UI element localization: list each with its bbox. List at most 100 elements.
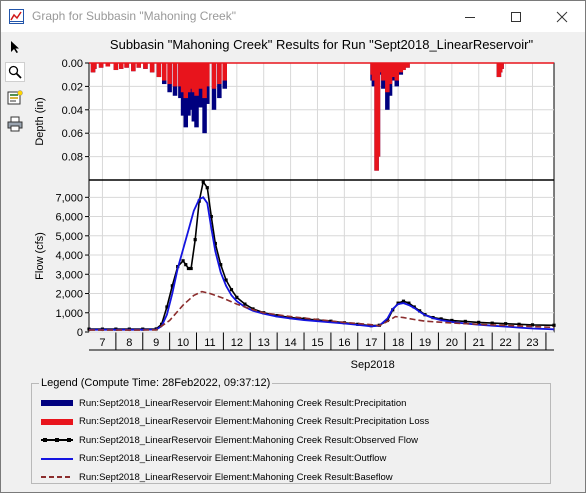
x-tick-label: 18 [392,337,404,349]
legend-swatch [41,457,73,460]
observed-flow-marker [170,284,174,288]
legend-label: Run:Sept2018_LinearReservoir Element:Mah… [79,471,393,483]
observed-flow-marker [517,322,521,326]
x-tick-label: 14 [284,337,296,349]
precipitation-loss-bar [394,63,400,81]
x-tick-label: 9 [153,337,159,349]
precipitation-loss-bar [398,63,404,73]
precipitation-loss-bar [217,63,222,85]
plot-area: Subbasin "Mahoning Creek" Results for Ru… [29,32,585,492]
flow-ytick-label: 1,000 [55,308,83,320]
observed-flow-marker [229,288,234,292]
observed-flow-marker [193,238,197,242]
x-tick-label: 8 [126,337,132,349]
precipitation-loss-bar [143,63,148,69]
baseflow-line [89,290,555,331]
maximize-icon [511,11,521,22]
legend-label: Run:Sept2018_LinearReservoir Element:Mah… [79,453,387,464]
observed-flow-marker [477,320,481,324]
zoom-icon [8,65,22,79]
minimize-button[interactable] [447,1,493,32]
results-chart: Subbasin "Mahoning Creek" Results for Ru… [34,37,556,371]
flow-panel [88,179,555,333]
precipitation-loss-bar [405,63,410,68]
close-button[interactable] [539,1,585,32]
precipitation-loss-bar [131,63,136,72]
flow-ytick-label: 3,000 [55,269,83,281]
observed-flow-marker [224,278,228,282]
observed-flow-marker [329,319,333,323]
precipitation-loss-bar [191,63,197,93]
precipitation-loss-bar [499,63,504,69]
chart-title: Subbasin "Mahoning Creek" Results for Ru… [110,37,534,52]
x-tick-label: 7 [99,337,105,349]
observed-flow-marker [530,323,535,327]
legend-label: Run:Sept2018_LinearReservoir Element:Mah… [79,397,407,409]
close-icon [556,11,568,22]
legend-title: Legend (Compute Time: 28Feb2022, 09:37:1… [39,377,273,389]
observed-flow-marker [275,314,279,318]
graph-app-icon [9,9,24,24]
legend-item: Run:Sept2018_LinearReservoir Element:Mah… [41,468,393,486]
observed-flow-marker [205,186,209,190]
precipitation-loss-bar [124,63,129,68]
flow-ytick-label: 4,000 [55,250,83,262]
observed-flow-marker [209,214,213,219]
maximize-button[interactable] [493,1,539,32]
precipitation-loss-bar [98,63,104,68]
legend-item: Run:Sept2018_LinearReservoir Element:Mah… [41,431,418,449]
precipitation-loss-bar [180,63,186,93]
precipitation-loss-bar [186,63,191,93]
precipitation-loss-bar [119,63,124,69]
precipitation-loss-bar [136,63,141,68]
flow-ytick-label: 0 [77,327,83,339]
precipitation-loss-bar [222,63,227,81]
x-tick-label: 22 [499,337,511,349]
observed-flow-marker [552,323,556,327]
legend-item: Run:Sept2018_LinearReservoir Element:Mah… [41,450,386,468]
flow-axis-label: Flow (cfs) [34,232,46,280]
precipitation-loss-bar [172,63,178,87]
precipitation-loss-bar [375,63,381,157]
x-tick-label: 20 [446,337,458,349]
observed-flow-marker [243,302,247,306]
observed-flow-marker [201,180,205,184]
precipitation-loss-bar [167,63,172,85]
precipitation-loss-bar [378,63,383,73]
precipitation-loss-bar [162,63,167,81]
zoom-tool-button[interactable] [5,62,25,82]
pointer-tool-button[interactable] [5,37,25,57]
precipitation-loss-bar [211,63,217,89]
precipitation-loss-bar [385,63,390,93]
precipitation-loss-bar [205,63,210,87]
depth-ytick-label: 0.02 [62,81,83,93]
precipitation-loss-bar [113,63,119,71]
x-tick-label: 17 [365,337,377,349]
precipitation-loss-bar [149,63,155,73]
observed-flow-marker [407,301,411,305]
x-tick-label: 21 [473,337,485,349]
print-tool-button[interactable] [5,114,25,134]
title-bar[interactable]: Graph for Subbasin "Mahoning Creek" [1,1,585,32]
observed-flow-marker [385,318,389,323]
precipitation-loss-bar [387,63,393,85]
observed-flow-marker [396,301,400,305]
observed-flow-marker [288,315,293,320]
flow-ytick-label: 2,000 [55,289,83,301]
x-axis-label: Sep2018 [351,359,395,371]
legend-swatch [41,418,73,425]
legend-swatch [41,400,73,406]
depth-axis-label: Depth (in) [34,97,46,145]
minimize-icon [465,16,475,18]
observed-flow-marker [401,299,406,303]
window-title: Graph for Subbasin "Mahoning Creek" [32,9,236,23]
depth-panel [88,62,555,181]
flow-ytick-label: 6,000 [55,212,83,224]
outflow-line [89,196,555,331]
properties-tool-button[interactable] [5,88,25,108]
precipitation-loss-bar [198,63,203,89]
depth-ytick-label: 0.08 [62,152,83,164]
depth-ytick-label: 0.00 [62,58,83,70]
graph-toolbar [1,32,29,492]
